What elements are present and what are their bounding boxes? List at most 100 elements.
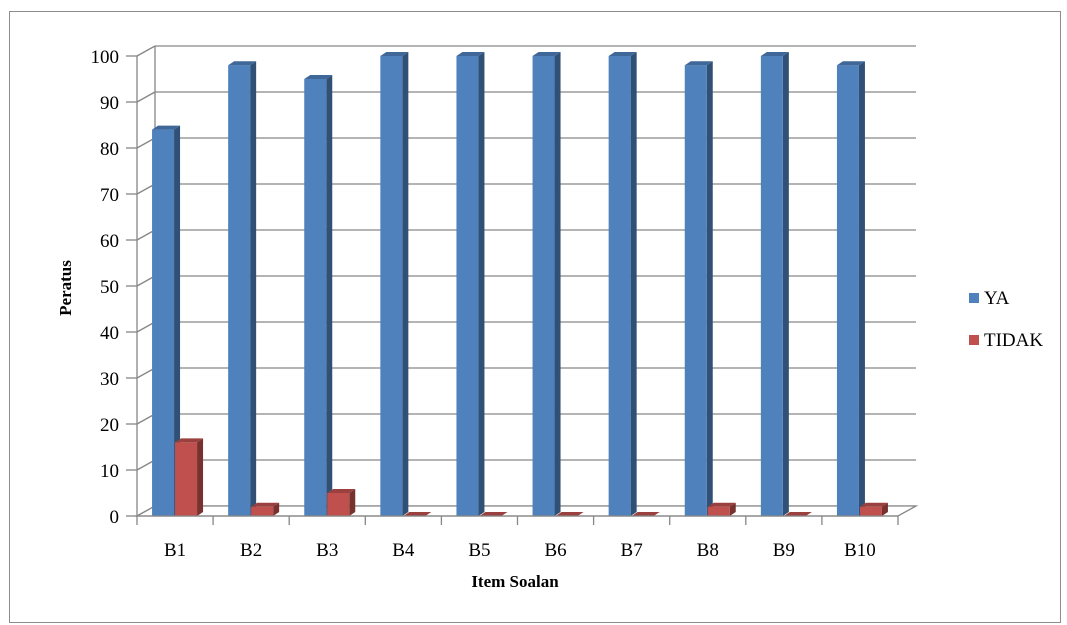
bar-ya-b9: [760, 52, 789, 516]
bar-side: [273, 502, 280, 516]
bar-front: [456, 56, 479, 516]
bar-top: [783, 512, 812, 516]
bar-front: [152, 129, 175, 516]
bar-front: [707, 506, 730, 516]
bar-front: [608, 56, 631, 516]
gridline-side: [136, 459, 156, 471]
bar-front: [380, 56, 403, 516]
bar-tidak-b4: [403, 512, 432, 516]
bar-top: [631, 512, 660, 516]
y-tick-label: 10: [100, 461, 119, 482]
bar-tidak-b2: [251, 502, 280, 516]
x-axis-title: Item Soalan: [471, 572, 559, 591]
bar-front: [760, 56, 783, 516]
x-tick-label: B4: [392, 540, 415, 561]
bar-top: [175, 438, 204, 443]
bar-ya-b5: [456, 52, 485, 516]
x-tick-label: B6: [544, 540, 566, 561]
bar-side: [858, 61, 865, 516]
bar-side: [630, 52, 637, 516]
gridline-side: [136, 367, 156, 379]
bar-top: [380, 52, 409, 56]
bar-tidak-b6: [555, 512, 584, 516]
legend: YA TIDAK: [969, 288, 1043, 351]
bar-top: [251, 502, 280, 507]
x-tick-label: B8: [697, 540, 719, 561]
bar-top: [228, 61, 257, 66]
bar-top: [304, 75, 333, 79]
bar-side: [478, 52, 485, 516]
legend-item-tidak: TIDAK: [969, 330, 1043, 351]
bar-front: [228, 65, 251, 516]
x-tick-label: B1: [164, 540, 186, 561]
bar-side: [250, 61, 257, 516]
y-tick-label: 90: [100, 93, 119, 114]
y-axis-ticks: 0 10 20 30 40 50 60 70 80 90 100: [91, 47, 137, 528]
bar-side: [402, 52, 409, 516]
bar-side: [326, 75, 333, 516]
gridline-side: [136, 45, 156, 57]
bar-front: [859, 506, 882, 516]
bars: [152, 52, 888, 516]
bar-tidak-b8: [707, 502, 736, 516]
bar-top: [707, 502, 736, 507]
bar-front: [684, 65, 707, 516]
bar-top: [327, 489, 356, 493]
gridline-side: [136, 413, 156, 425]
legend-item-ya: YA: [969, 288, 1010, 309]
bar-tidak-b5: [479, 512, 508, 516]
bar-front: [304, 79, 327, 516]
bar-side: [349, 489, 356, 516]
bar-ya-b3: [304, 75, 333, 516]
bar-tidak-b3: [327, 489, 356, 516]
gridline-side: [136, 321, 156, 333]
bar-front: [251, 506, 274, 516]
y-tick-label: 40: [100, 323, 119, 344]
y-tick-label: 80: [100, 139, 119, 160]
bar-front: [175, 442, 198, 516]
x-tick-label: B10: [844, 540, 876, 561]
bar-top: [836, 61, 865, 66]
y-axis-title: Peratus: [56, 260, 75, 316]
gridline-side: [136, 91, 156, 103]
y-tick-label: 30: [100, 369, 119, 390]
x-tick-label: B7: [621, 540, 643, 561]
bar-top: [760, 52, 789, 56]
bar-ya-b7: [608, 52, 637, 516]
bar-top: [555, 512, 584, 516]
legend-swatch-tidak: [969, 335, 979, 345]
y-tick-label: 60: [100, 231, 119, 252]
bar-side: [197, 438, 204, 516]
bar-top: [684, 61, 713, 66]
bar-front: [532, 56, 555, 516]
bar-top: [403, 512, 432, 516]
bar-top: [479, 512, 508, 516]
bar-ya-b10: [836, 61, 865, 516]
gridline-side: [136, 137, 156, 149]
bar-tidak-b10: [859, 502, 888, 516]
gridline-side: [136, 229, 156, 241]
x-tick-label: B2: [240, 540, 262, 561]
bar-top: [532, 52, 561, 56]
bar-tidak-b1: [175, 438, 204, 516]
legend-label-ya: YA: [984, 288, 1010, 309]
bar-tidak-b7: [631, 512, 660, 516]
bar-top: [456, 52, 485, 56]
x-tick-label: B5: [468, 540, 490, 561]
bar-side: [729, 502, 736, 516]
bar-side: [706, 61, 713, 516]
x-tick-label: B3: [316, 540, 338, 561]
y-tick-label: 70: [100, 185, 119, 206]
bar-top: [608, 52, 637, 56]
bar-top: [859, 502, 888, 507]
bar-top: [152, 125, 181, 130]
bar-ya-b2: [228, 61, 257, 516]
bar-side: [554, 52, 561, 516]
bar-side: [881, 502, 888, 516]
gridline-side: [136, 275, 156, 287]
bar-ya-b1: [152, 125, 181, 516]
y-tick-label: 0: [110, 507, 120, 528]
y-tick-label: 20: [100, 415, 119, 436]
bar-side: [782, 52, 789, 516]
